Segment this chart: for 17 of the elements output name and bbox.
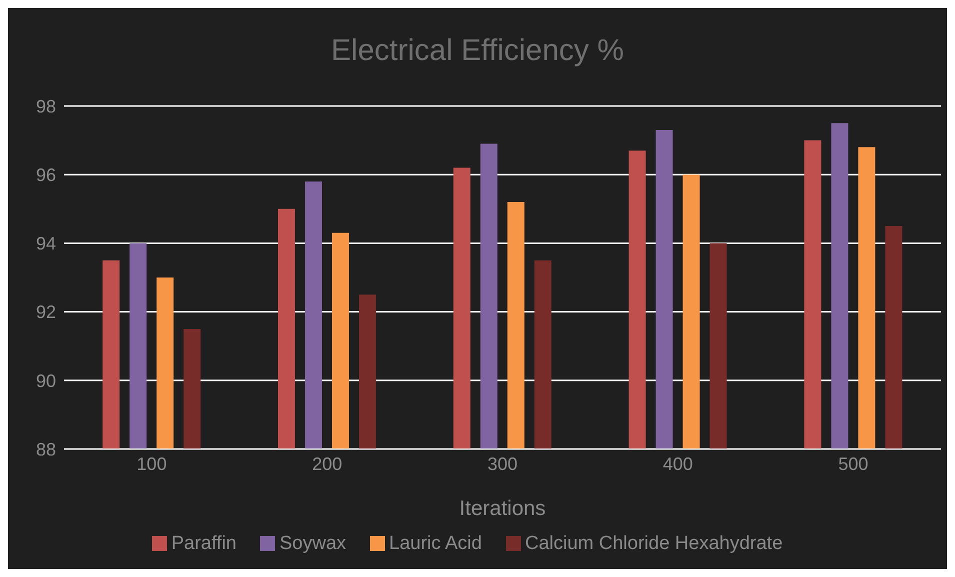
x-axis-title: Iterations [459,497,546,520]
legend-label: Calcium Chloride Hexahydrate [524,533,783,554]
legend-label: Soywax [279,533,346,554]
legend-label: Paraffin [171,533,236,554]
legend-label: Lauric Acid [389,533,482,554]
y-tick-label: 90 [36,370,56,391]
x-tick-label: 300 [487,454,518,474]
y-tick-label: 88 [36,439,56,460]
y-tick-label: 94 [36,234,56,254]
y-tick-label: 92 [36,302,56,322]
x-tick-label: 200 [312,454,342,474]
x-tick-label: 500 [838,454,868,474]
y-tick-label: 96 [36,164,56,185]
x-tick-label: 100 [136,454,167,474]
y-tick-label: 98 [36,96,56,116]
chart-title: Electrical Efficiency % [330,34,625,68]
x-tick-label: 400 [662,454,693,474]
